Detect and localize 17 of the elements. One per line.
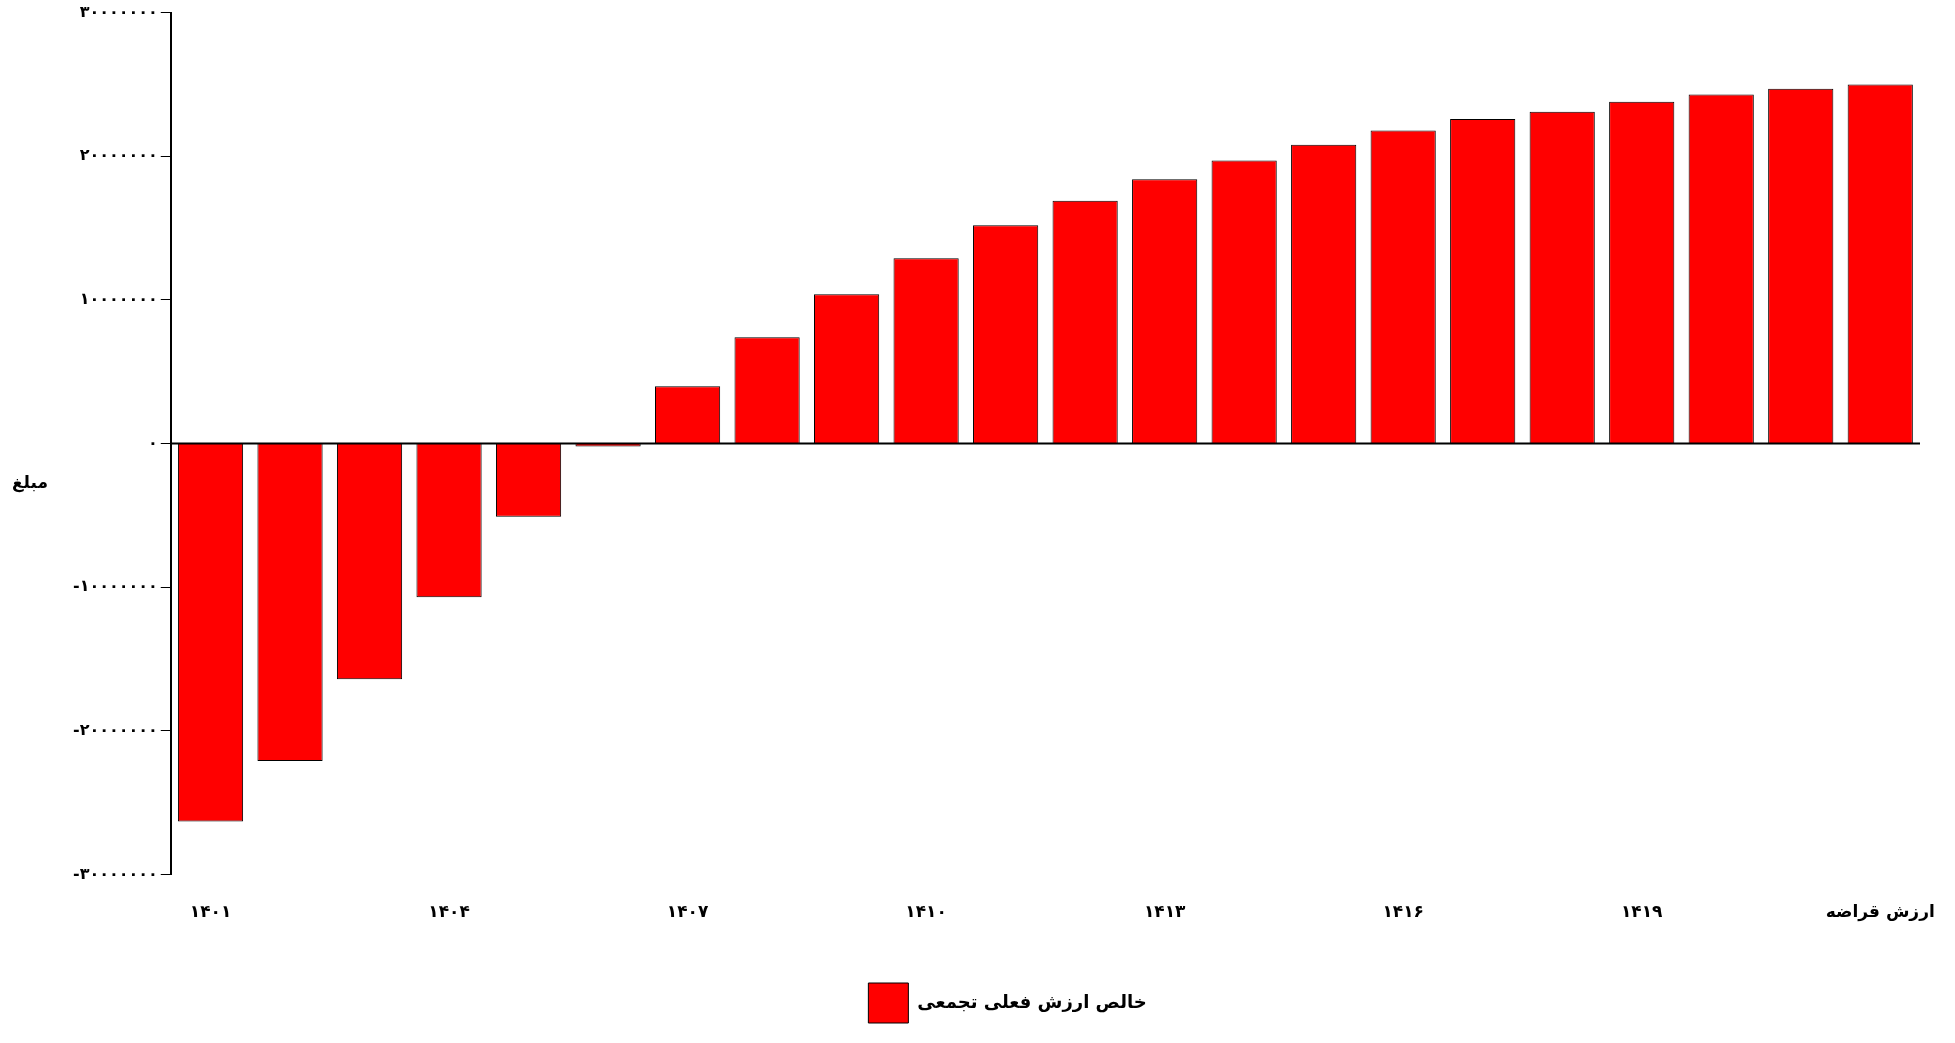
x-tick-label: ۱۴۱۳	[1143, 901, 1187, 922]
y-tick-label: ۲۰۰۰۰۰۰۰	[79, 145, 158, 165]
x-tick-label: ۱۴۰۷	[666, 901, 709, 922]
x-tick-label: ۱۴۱۶	[1382, 901, 1424, 922]
x-tick-label: ارزش قراضه	[1825, 901, 1935, 923]
legend-label: خالص ارزش فعلی تجمعی	[917, 990, 1147, 1013]
y-tick-label: ۰	[148, 432, 158, 452]
x-tick-label: ۱۴۱۹	[1620, 901, 1664, 922]
y-tick-label: -۲۰۰۰۰۰۰۰	[73, 720, 158, 740]
y-axis-title: مبلغ	[12, 472, 49, 494]
x-tick-label: ۱۴۱۰	[905, 901, 947, 922]
y-tick-label: -۱۰۰۰۰۰۰۰	[73, 576, 158, 596]
x-tick-label: ۱۴۰۱	[189, 901, 232, 922]
y-tick-label: ۳۰۰۰۰۰۰۰	[79, 1, 158, 21]
y-tick-label: -۳۰۰۰۰۰۰۰	[73, 863, 158, 883]
y-tick-label: ۱۰۰۰۰۰۰۰	[79, 289, 158, 309]
x-tick-label: ۱۴۰۴	[428, 901, 470, 922]
